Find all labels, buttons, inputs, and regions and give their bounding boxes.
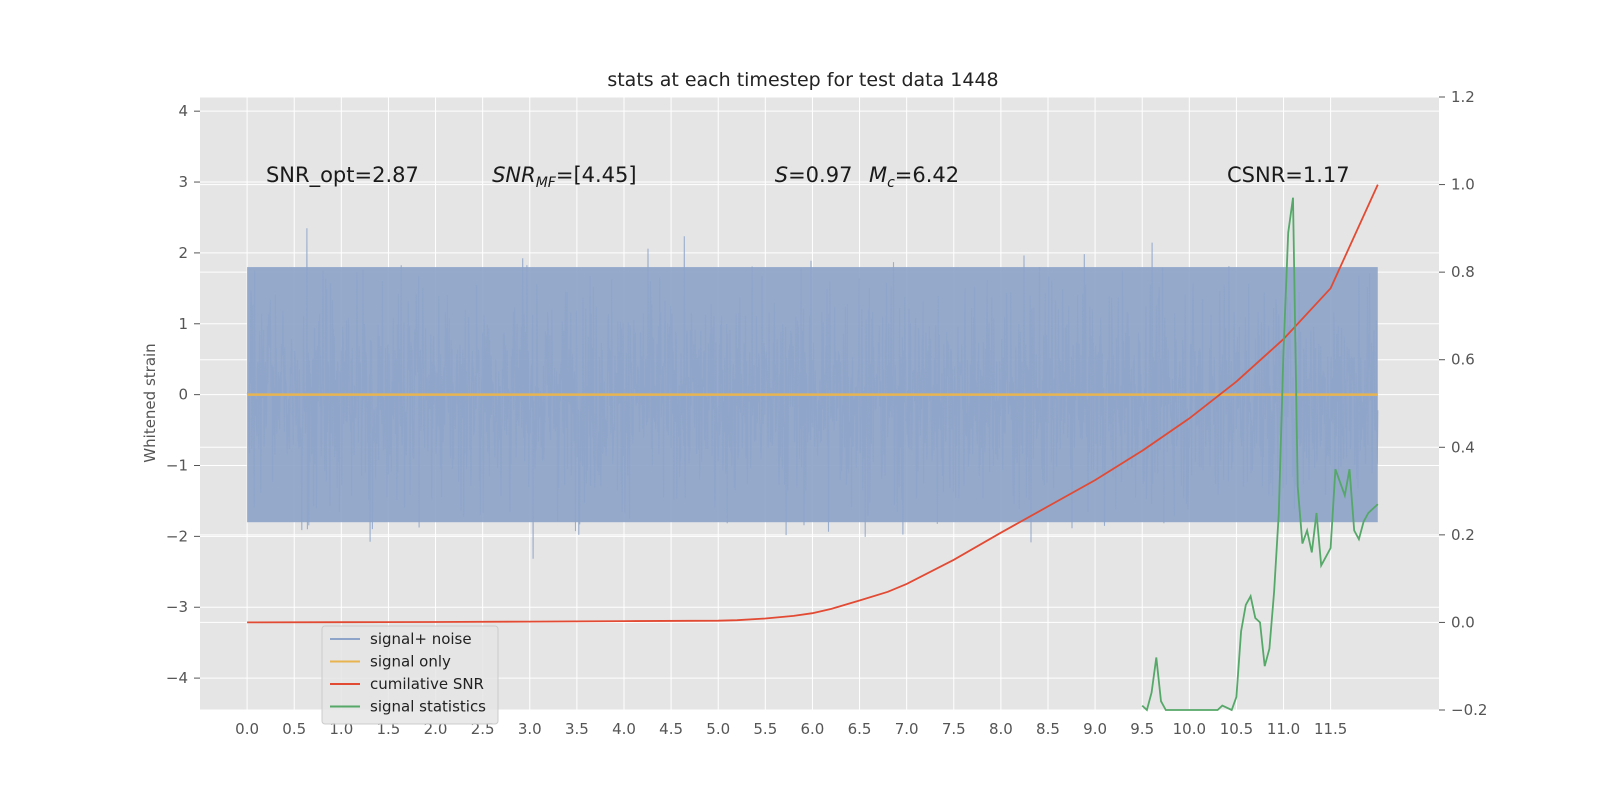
x-tick-label: 11.0: [1267, 720, 1300, 738]
y-tick-label: 1: [178, 315, 188, 333]
y2-tick-label: 0.2: [1451, 526, 1475, 544]
y-tick-label: −1: [166, 457, 188, 475]
y-tick-label: 0: [178, 386, 188, 404]
x-tick-label: 4.5: [659, 720, 683, 738]
y-tick-label: −3: [166, 598, 188, 616]
annotations: SNR_opt=2.87 SNRMF=[4.45] S=0.97 Mc=6.42 CSN…: [266, 163, 1350, 191]
x-tick-label: 9.5: [1130, 720, 1154, 738]
legend-label-3: signal statistics: [370, 698, 486, 716]
x-tick-label: 3.0: [518, 720, 542, 738]
legend-label-2: cumilative SNR: [370, 675, 484, 693]
line-series: [247, 184, 1379, 712]
x-tick-label: 3.5: [565, 720, 589, 738]
annotation-1: SNRMF=[4.45]: [492, 163, 637, 191]
x-tick-label: 8.5: [1036, 720, 1060, 738]
x-tick-label: 5.0: [706, 720, 730, 738]
x-tick-label: 9.0: [1083, 720, 1107, 738]
y-tick-label: −2: [166, 527, 188, 545]
legend: signal+ noise signal only cumilative SNR si…: [321, 625, 499, 725]
y-tick-label: 3: [178, 173, 188, 191]
legend-label-0: signal+ noise: [370, 630, 472, 648]
x-tick-label: 5.5: [753, 720, 777, 738]
x-tick-label: 4.0: [612, 720, 636, 738]
y-tick-label: 2: [178, 244, 188, 262]
legend-box: [321, 625, 499, 725]
legend-label-1: signal only: [370, 653, 451, 671]
annotation-2: S=0.97: [775, 163, 853, 187]
y-axis-label: Whitened strain: [141, 343, 159, 462]
y2-tick-label: 0.0: [1451, 613, 1475, 631]
x-tick-label: 0.5: [282, 720, 306, 738]
y2-tick-label: 0.6: [1451, 351, 1475, 369]
series-line-2: [247, 184, 1379, 624]
annotation-0: SNR_opt=2.87: [266, 163, 419, 188]
x-tick-label: 10.0: [1173, 720, 1206, 738]
annotation-4: CSNR=1.17: [1227, 163, 1350, 187]
x-tick-label: 8.0: [989, 720, 1013, 738]
y2-tick-label: 0.8: [1451, 263, 1475, 281]
annotation-3: Mc=6.42: [869, 163, 959, 191]
x-tick-label: 0.0: [235, 720, 259, 738]
y2-tick-label: −0.2: [1451, 701, 1487, 719]
series-line-3: [1141, 197, 1379, 712]
x-tick-label: 7.0: [895, 720, 919, 738]
x-tick-label: 6.5: [848, 720, 872, 738]
chart-title: stats at each timestep for test data 144…: [607, 69, 998, 91]
y-axis-left: −4 −3 −2 −1 0 1 2 3 4: [166, 102, 200, 687]
y-tick-label: 4: [178, 102, 188, 120]
x-tick-label: 7.5: [942, 720, 966, 738]
y2-tick-label: 1.0: [1451, 176, 1475, 194]
y2-tick-label: 1.2: [1451, 88, 1475, 106]
y2-tick-label: 0.4: [1451, 438, 1475, 456]
x-tick-label: 6.0: [801, 720, 825, 738]
x-tick-label: 10.5: [1220, 720, 1253, 738]
noise-line: [246, 228, 1379, 559]
x-tick-label: 11.5: [1314, 720, 1347, 738]
y-tick-label: −4: [166, 669, 188, 687]
y-axis-right: −0.2 0.0 0.2 0.4 0.6 0.8 1.0 1.2: [1439, 88, 1487, 719]
